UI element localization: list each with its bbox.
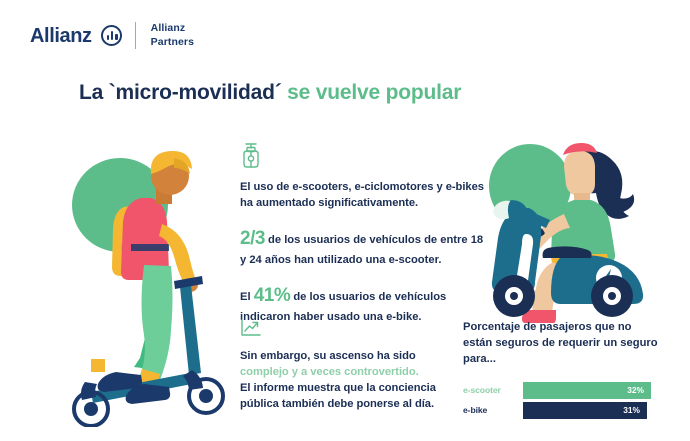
stat-fraction-block: 2/3 de los usuarios de vehículos de entr… (240, 226, 490, 269)
allianz-circle-bars-icon (100, 25, 122, 46)
allianz-wordmark: Allianz (30, 24, 92, 47)
stat-percent-text: de los usuarios de vehículos indicaron h… (240, 290, 447, 323)
intro-content-block: El uso de e-scooters, e-ciclomotores y e… (240, 142, 490, 326)
stat-fraction-value: 2/3 (240, 227, 265, 249)
scooter-outline-icon (243, 143, 259, 168)
controversy-content-block: Sin embargo, su ascenso ha sido complejo… (240, 318, 465, 413)
stat-fraction-text: de los usuarios de vehículos de entre 18… (240, 233, 484, 266)
trend-chart-icon (241, 319, 261, 336)
page-title-primary: La `micro-movilidad´ (79, 81, 282, 104)
stat-percent-value: 41% (253, 284, 291, 306)
person-riding-e-scooter-illustration (72, 150, 225, 427)
bar-row-e-scooter: e-scooter 32% (463, 381, 663, 399)
bar-row-e-bike: e-bike 31% (463, 401, 663, 419)
partners-line-1: Allianz (150, 22, 186, 35)
page-title-accent: se vuelve popular (281, 81, 462, 104)
bar-label-e-scooter: e-scooter (463, 384, 501, 395)
controversy-line-1: Sin embargo, su ascenso ha sido (240, 350, 416, 362)
chart-title: Porcentaje de pasajeros que no están seg… (463, 321, 658, 365)
insurance-uncertainty-chart: Porcentaje de pasajeros que no están seg… (463, 320, 663, 422)
bar-value-e-bike: 31% (623, 405, 640, 416)
partners-line-2: Partners (150, 35, 195, 48)
page-title: La `micro-movilidad´ se vuelve popular (79, 81, 461, 105)
stat-percent-block: El 41% de los usuarios de vehículos indi… (240, 283, 490, 326)
bar-track-e-bike: 31% (523, 401, 663, 419)
bar-value-e-scooter: 32% (627, 385, 644, 396)
stat-percent-prefix: El (240, 290, 254, 303)
bar-fill-e-bike: 31% (523, 401, 647, 419)
logo-divider (134, 22, 136, 49)
intro-paragraph: El uso de e-scooters, e-ciclomotores y e… (240, 181, 484, 209)
bar-label-e-bike: e-bike (463, 404, 488, 415)
controversy-line-2: complejo y a veces controvertido. (240, 365, 419, 378)
controversy-line-3: El informe muestra que la conciencia púb… (240, 381, 436, 410)
allianz-partners-logo: Allianz Allianz Partners (30, 22, 194, 49)
bar-track-e-scooter: 32% (523, 381, 663, 399)
bar-fill-e-scooter: 32% (523, 381, 651, 399)
woman-riding-e-moped-illustration (489, 143, 644, 323)
allianz-partners-text: Allianz Partners (151, 22, 194, 49)
